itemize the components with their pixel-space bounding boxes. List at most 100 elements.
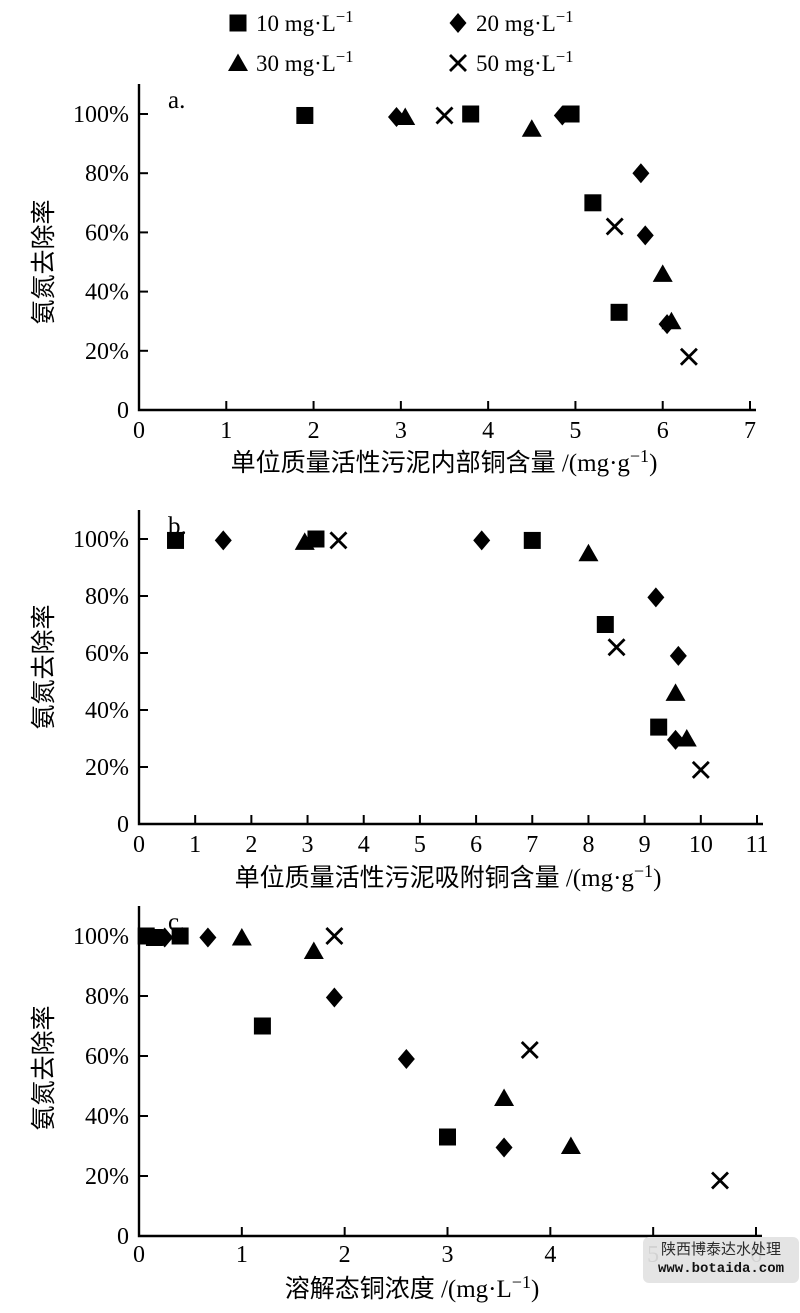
y-tick-label: 80% [85, 161, 129, 187]
series-20mgL [156, 927, 513, 1158]
x-tick-label: 0 [133, 418, 145, 444]
y-tick-label: 40% [85, 698, 129, 724]
marker-square [650, 718, 668, 736]
series-50mgL [329, 531, 710, 779]
series-50mgL [435, 106, 698, 366]
panel-letter: a. [168, 87, 185, 114]
marker-diamond [658, 314, 676, 335]
marker-diamond [199, 927, 217, 948]
marker-square [229, 14, 247, 32]
x-tick-label: 9 [639, 832, 651, 858]
marker-square [145, 929, 163, 946]
y-tick-label: 60% [85, 1044, 129, 1070]
x-tick-label: 2 [339, 1242, 351, 1268]
marker-cross [679, 347, 698, 366]
marker-triangle [560, 1136, 581, 1154]
marker-cross [449, 54, 467, 72]
legend: 10 mg·L−1 20 mg·L−1 30 mg·L−1 50 mg·L−1 [228, 7, 573, 76]
series-30mgL [231, 928, 581, 1154]
marker-square [596, 616, 614, 633]
x-tick-label: 2 [245, 832, 257, 858]
series-50mgL [325, 927, 729, 1190]
y-tick-label: 20% [85, 755, 129, 781]
marker-cross [607, 638, 626, 657]
marker-diamond [669, 645, 687, 666]
marker-cross [329, 531, 348, 550]
axes-spines [137, 510, 763, 826]
watermark: 陕西博泰达水处理 www.botaida.com [643, 1237, 799, 1284]
y-tick-label: 100% [73, 527, 129, 553]
y-tick-label: 80% [85, 584, 129, 610]
marker-cross [520, 1041, 539, 1059]
marker-diamond [667, 729, 685, 750]
x-tick-label: 0 [133, 1242, 145, 1268]
marker-square [167, 531, 185, 549]
marker-diamond [449, 13, 467, 33]
marker-diamond [387, 106, 405, 127]
y-tick-label: 20% [85, 1164, 129, 1190]
y-tick-label: 100% [73, 102, 129, 128]
panel-a: 0 1 2 3 4 5 6 7 0 20% 40% 60% 80% 100% 单位质量活性污泥内部铜含量 /… [30, 84, 756, 477]
y-tick-label: 0 [117, 812, 129, 838]
marker-square [584, 194, 602, 212]
marker-diamond [214, 530, 232, 551]
marker-diamond [495, 1137, 513, 1158]
marker-square [307, 530, 325, 548]
legend-item-10mg: 10 mg·L−1 [229, 7, 353, 36]
legend-label: 10 mg·L−1 [256, 7, 353, 36]
marker-cross [711, 1171, 729, 1190]
y-tick-label: 80% [85, 984, 129, 1010]
series-20mgL [387, 105, 676, 335]
marker-cross [691, 760, 710, 779]
x-tick-label: 3 [395, 418, 407, 444]
y-tick-label: 100% [73, 924, 129, 950]
x-tick-label: 6 [657, 418, 669, 444]
marker-diamond [647, 587, 665, 608]
marker-square [253, 1017, 271, 1035]
x-axis-label: 溶解态铜浓度 /(mg·L−1) [285, 1272, 540, 1303]
marker-square [562, 105, 580, 123]
x-tick-label: 3 [442, 1242, 454, 1268]
y-tick-label: 60% [85, 641, 129, 667]
series-10mgL [296, 105, 628, 321]
marker-diamond [632, 163, 650, 184]
x-tick-label: 7 [744, 418, 756, 444]
series-30mgL [395, 107, 682, 330]
marker-diamond [636, 225, 654, 246]
x-tick-label: 5 [569, 418, 581, 444]
y-axis-label: 氨氮去除率 [30, 604, 58, 729]
marker-cross [435, 106, 454, 125]
x-tick-label: 10 [689, 832, 713, 858]
y-tick-label: 0 [117, 1224, 129, 1250]
x-tick-label: 4 [358, 832, 370, 858]
marker-triangle [228, 53, 248, 71]
x-tick-label: 3 [302, 832, 314, 858]
series-10mgL [137, 927, 456, 1146]
marker-square [462, 105, 480, 123]
series-20mgL [214, 530, 687, 750]
x-tick-label: 1 [220, 418, 232, 444]
marker-triangle [494, 1088, 515, 1106]
marker-cross [325, 927, 344, 945]
y-axis-label: 氨氮去除率 [30, 199, 58, 324]
x-tick-label: 1 [189, 832, 201, 858]
marker-diamond [397, 1049, 415, 1069]
marker-triangle [652, 264, 673, 282]
legend-label: 50 mg·L−1 [476, 47, 573, 76]
y-tick-label: 40% [85, 1104, 129, 1130]
legend-item-30mg: 30 mg·L−1 [228, 47, 353, 76]
x-tick-label: 4 [482, 418, 494, 444]
panel-c: 0123456020%40%60%80%100%溶解态铜浓度 /(mg·L−1)… [30, 906, 762, 1303]
watermark-url: www.botaida.com [657, 1261, 785, 1278]
x-tick-label: 8 [582, 832, 594, 858]
marker-triangle [231, 928, 252, 946]
marker-cross [605, 217, 624, 236]
marker-square [171, 927, 189, 945]
marker-square [610, 303, 628, 321]
x-tick-label: 4 [544, 1242, 556, 1268]
y-tick-label: 20% [85, 339, 129, 365]
marker-diamond [473, 530, 491, 551]
marker-square [439, 1128, 456, 1146]
x-tick-label: 6 [470, 832, 482, 858]
